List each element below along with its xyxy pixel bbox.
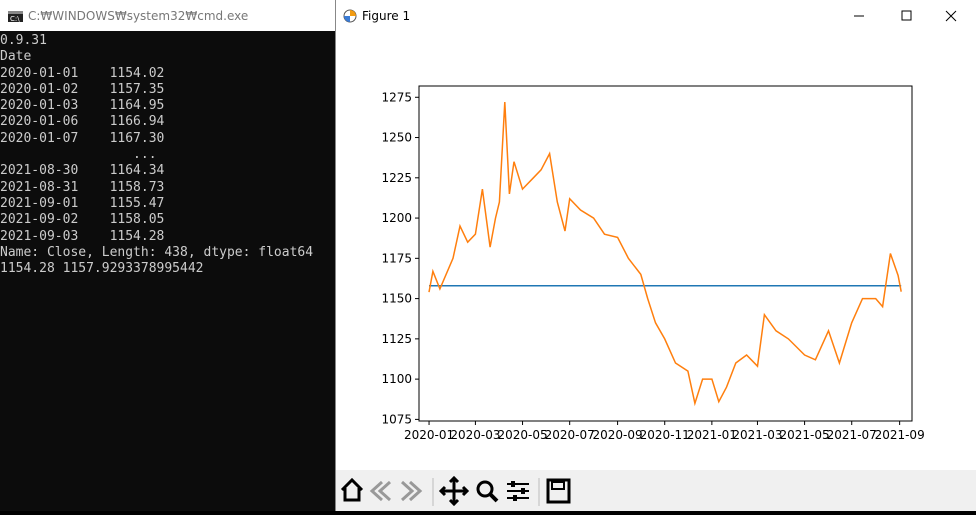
x-tick-label: 2020-01 bbox=[404, 428, 454, 442]
x-tick-label: 2021-05 bbox=[780, 428, 830, 442]
plot-area bbox=[419, 86, 912, 421]
console-line: 1154.28 1157.9293378995442 bbox=[0, 261, 204, 277]
console-line: 2021-08-31 1158.73 bbox=[0, 179, 165, 195]
console-line: 2021-08-30 1164.34 bbox=[0, 163, 165, 179]
console-line: 2021-09-01 1155.47 bbox=[0, 195, 165, 211]
cmd-window: C:\ C:₩WINDOWS₩system32₩cmd.exe 0.9.31 Da… bbox=[0, 0, 335, 511]
axes-frame bbox=[418, 85, 913, 422]
y-tick-label: 1225 bbox=[381, 171, 412, 185]
y-tick-label: 1275 bbox=[381, 90, 412, 104]
console-line: 2020-01-02 1157.35 bbox=[0, 81, 165, 97]
x-tick-label: 2021-03 bbox=[732, 428, 782, 442]
y-tick-label: 1125 bbox=[381, 332, 412, 346]
back-button[interactable] bbox=[369, 480, 392, 502]
x-tick-label: 2021-09 bbox=[875, 428, 925, 442]
close-button[interactable] bbox=[945, 10, 957, 22]
toolbar-buttons bbox=[340, 475, 571, 507]
title-bar: Figure 1 bbox=[336, 0, 976, 32]
console-line: 2020-01-03 1164.95 bbox=[0, 98, 165, 114]
console-line: 2020-01-01 1154.02 bbox=[0, 65, 165, 81]
window-title: C:₩WINDOWS₩system32₩cmd.exe bbox=[28, 8, 249, 23]
svg-text:C:\: C:\ bbox=[10, 15, 20, 23]
save-button[interactable] bbox=[546, 478, 571, 504]
toolbar bbox=[336, 470, 976, 511]
x-tick-label: 2020-05 bbox=[497, 428, 547, 442]
y-tick-label: 1150 bbox=[381, 292, 412, 306]
cmd-icon: C:\ bbox=[8, 10, 23, 23]
console-line: Date bbox=[0, 49, 32, 65]
window-title: Figure 1 bbox=[362, 9, 411, 23]
pan-button[interactable] bbox=[438, 475, 470, 507]
x-tick-label: 2020-03 bbox=[450, 428, 500, 442]
console-output: 0.9.31 Date 2020-01-01 1154.02 2020-01-02 1… bbox=[0, 31, 335, 277]
figure-icon bbox=[343, 9, 357, 23]
y-tick-label: 1075 bbox=[381, 412, 412, 426]
y-tick-label: 1100 bbox=[381, 372, 412, 386]
home-button[interactable] bbox=[340, 477, 364, 502]
x-tick-label: 2020-09 bbox=[593, 428, 643, 442]
x-tick-label: 2021-07 bbox=[827, 428, 877, 442]
y-tick-label: 1200 bbox=[381, 211, 412, 225]
console-line: Name: Close, Length: 438, dtype: float64 bbox=[0, 244, 314, 260]
configure-button[interactable] bbox=[507, 481, 529, 501]
x-tick-label: 2021-01 bbox=[687, 428, 737, 442]
title-bar: C:\ C:₩WINDOWS₩system32₩cmd.exe bbox=[0, 0, 335, 31]
window-controls[interactable] bbox=[836, 0, 976, 32]
y-tick-label: 1175 bbox=[381, 251, 412, 265]
console-line: 2020-01-06 1166.94 bbox=[0, 114, 165, 130]
y-tick-label: 1250 bbox=[381, 131, 412, 145]
maximize-button[interactable] bbox=[901, 10, 912, 21]
console-line: 2021-09-03 1154.28 bbox=[0, 228, 165, 244]
x-tick-label: 2020-07 bbox=[545, 428, 595, 442]
console-line: ... bbox=[0, 147, 157, 163]
chart: 1075 1100 1125 1150 1175 1200 1225 1250 1275 2020… bbox=[381, 85, 925, 442]
console-line: 2020-01-07 1167.30 bbox=[0, 130, 165, 146]
figure-window: Figure 1 1075 1100 1125 1150 1175 1200 1225 125… bbox=[335, 0, 976, 511]
console-line: 2021-09-02 1158.05 bbox=[0, 212, 165, 228]
console-line: 0.9.31 bbox=[0, 33, 47, 48]
data-line bbox=[428, 102, 902, 407]
x-tick-label: 2020-11 bbox=[640, 428, 690, 442]
forward-button[interactable] bbox=[400, 480, 423, 502]
zoom-button[interactable] bbox=[476, 480, 499, 503]
